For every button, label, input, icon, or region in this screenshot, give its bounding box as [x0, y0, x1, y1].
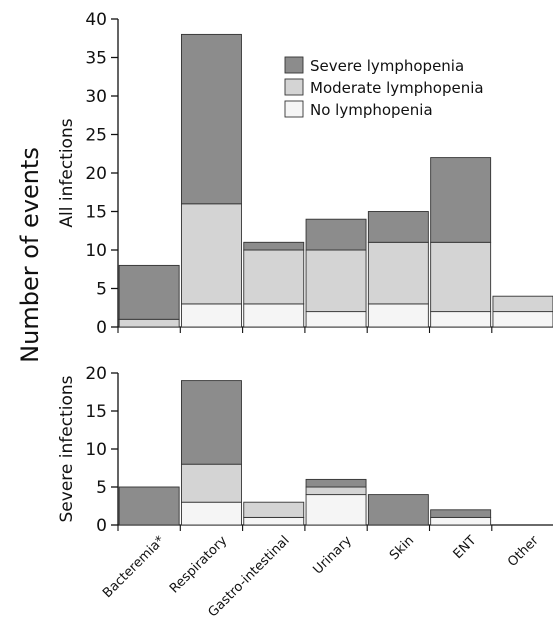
top-bar-severe-lymphopenia: [367, 211, 429, 243]
top-y-tick-label: 40: [85, 10, 107, 30]
bottom-y-tick-label: 0: [96, 516, 107, 536]
top-bar-no-lymphopenia: [430, 311, 492, 328]
top-bar-moderate-lymphopenia: [243, 249, 305, 305]
bottom-bar-no-lymphopenia: [243, 516, 305, 526]
top-bar-severe-lymphopenia: [118, 264, 180, 320]
legend-label: No lymphopenia: [310, 101, 433, 119]
bottom-y-tick-label: 10: [85, 440, 107, 460]
top-bar-no-lymphopenia: [243, 303, 305, 328]
bottom-bar-moderate-lymphopenia: [305, 486, 367, 496]
bottom-bar-severe-lymphopenia: [305, 478, 367, 488]
top-panel-y-label: All infections: [57, 118, 77, 227]
top-y-tick-label: 10: [85, 241, 107, 261]
bottom-bar-severe-lymphopenia: [180, 380, 242, 465]
bottom-y-tick-label: 20: [85, 364, 107, 384]
top-bar-moderate-lymphopenia: [305, 249, 367, 313]
bottom-bar-severe-lymphopenia: [118, 486, 180, 526]
top-bar-moderate-lymphopenia: [180, 203, 242, 305]
top-bar-severe-lymphopenia: [243, 241, 305, 251]
top-y-tick-label: 30: [85, 87, 107, 107]
top-bar-moderate-lymphopenia: [430, 241, 492, 313]
top-y-tick-label: 5: [96, 280, 107, 300]
bottom-bar-no-lymphopenia: [430, 516, 492, 526]
bottom-bar-severe-lymphopenia: [430, 509, 492, 518]
x-category-label: ENT: [451, 533, 480, 562]
bottom-panel-y-label: Severe infections: [57, 375, 77, 522]
x-category-label: Other: [505, 533, 542, 570]
legend-swatch: [284, 78, 304, 96]
legend-swatch: [284, 56, 304, 74]
top-bar-no-lymphopenia: [305, 311, 367, 328]
bottom-y-tick-label: 15: [85, 402, 107, 422]
legend-label: Moderate lymphopenia: [310, 79, 484, 97]
x-category-label: Respiratory: [167, 533, 230, 596]
main-y-axis-label: Number of events: [16, 147, 44, 363]
top-bar-no-lymphopenia: [492, 311, 553, 328]
top-y-tick-label: 25: [85, 126, 107, 146]
x-category-label: Urinary: [311, 533, 356, 578]
bottom-y-tick-label: 5: [96, 478, 107, 498]
top-y-tick-label: 0: [96, 318, 107, 338]
top-y-tick-label: 35: [85, 49, 107, 69]
bottom-bar-severe-lymphopenia: [367, 494, 429, 526]
legend-swatch: [284, 100, 304, 118]
top-bar-no-lymphopenia: [180, 303, 242, 328]
top-y-tick-label: 15: [85, 203, 107, 223]
bottom-bar-no-lymphopenia: [180, 501, 242, 526]
top-bar-no-lymphopenia: [367, 303, 429, 328]
top-bar-severe-lymphopenia: [305, 218, 367, 251]
x-category-label: Skin: [387, 533, 417, 563]
top-bar-severe-lymphopenia: [180, 33, 242, 205]
legend-label: Severe lymphopenia: [310, 57, 464, 75]
bottom-bar-moderate-lymphopenia: [243, 501, 305, 518]
top-bar-moderate-lymphopenia: [367, 241, 429, 305]
top-bar-moderate-lymphopenia: [118, 318, 180, 328]
top-y-tick-label: 20: [85, 164, 107, 184]
x-category-label: Bacteremia*: [100, 533, 168, 601]
top-bar-moderate-lymphopenia: [492, 295, 553, 313]
bottom-bar-no-lymphopenia: [305, 494, 367, 526]
top-bar-severe-lymphopenia: [430, 157, 492, 243]
bottom-bar-moderate-lymphopenia: [180, 463, 242, 503]
